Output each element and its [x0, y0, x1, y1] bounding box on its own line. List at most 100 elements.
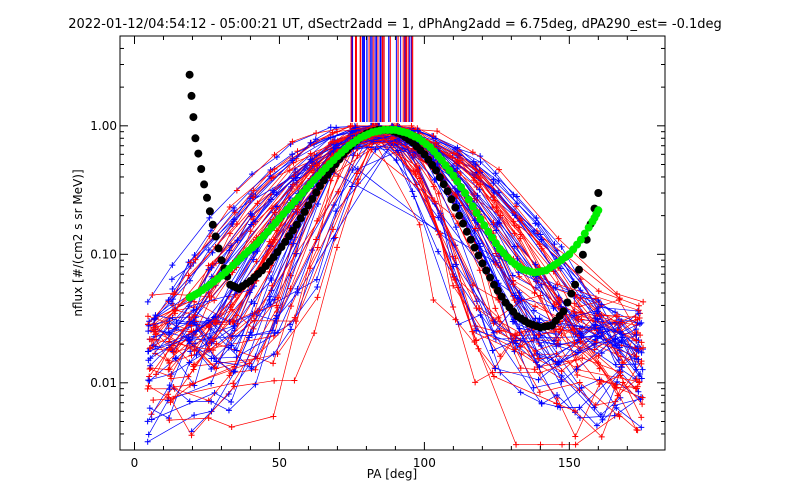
measured-point: [434, 128, 441, 135]
green-fit-point: [449, 171, 458, 180]
y-tick-label: 0.01: [90, 376, 117, 390]
measured-point: [435, 248, 442, 255]
measured-point: [633, 326, 640, 333]
measured-point: [535, 331, 542, 338]
measured-point: [294, 289, 301, 296]
measured-point: [152, 331, 159, 338]
black-fit-point: [185, 70, 194, 79]
measured-point: [409, 188, 416, 195]
measured-point: [273, 191, 280, 198]
measured-point: [473, 327, 480, 334]
measured-point: [490, 180, 497, 187]
measured-point: [146, 336, 153, 343]
measured-point: [450, 274, 457, 281]
measured-point: [494, 208, 501, 215]
measured-point: [490, 318, 497, 325]
measured-point: [210, 347, 217, 354]
black-fit-point: [578, 250, 587, 259]
measured-point: [188, 352, 195, 359]
measured-point: [150, 397, 157, 404]
measured-point: [307, 150, 314, 157]
measured-point: [273, 302, 280, 309]
measured-point: [225, 407, 232, 414]
measured-point: [153, 371, 160, 378]
green-fit-point: [468, 202, 477, 211]
measured-point: [311, 330, 318, 337]
measured-point: [234, 237, 241, 244]
measured-point: [228, 398, 235, 405]
measured-point: [514, 200, 521, 207]
measured-point: [450, 303, 457, 310]
measured-point: [489, 347, 496, 354]
measured-point: [248, 365, 255, 372]
measured-point: [512, 340, 519, 347]
measured-point: [330, 148, 337, 155]
measured-point: [210, 314, 217, 321]
measured-point: [150, 324, 157, 331]
measured-point: [269, 205, 276, 212]
measured-point: [208, 398, 215, 405]
black-fit-point: [571, 280, 580, 289]
measured-point: [510, 218, 517, 225]
measured-point: [314, 284, 321, 291]
measured-point: [530, 307, 537, 314]
measured-point: [173, 324, 180, 331]
measured-point: [335, 173, 342, 180]
measured-point: [307, 139, 314, 146]
measured-point: [208, 365, 215, 372]
measured-point: [313, 276, 320, 283]
measured-point: [231, 322, 238, 329]
measured-point: [226, 204, 233, 211]
chart-title: 2022-01-12/04:54:12 - 05:00:21 UT, dSect…: [68, 17, 722, 32]
black-fit-point: [189, 113, 198, 122]
measured-point: [633, 337, 640, 344]
black-fit-point: [567, 289, 576, 298]
measured-point: [187, 263, 194, 270]
measured-point: [595, 288, 602, 295]
black-fit-point: [451, 203, 460, 212]
y-tick-label: 1.00: [90, 119, 117, 133]
measured-point: [189, 334, 196, 341]
measured-point: [165, 297, 172, 304]
measured-point: [228, 423, 235, 430]
measured-point: [331, 138, 338, 145]
measured-point: [476, 267, 483, 274]
measured-point: [638, 349, 645, 356]
measured-point: [151, 328, 158, 335]
measured-point: [193, 321, 200, 328]
measured-point: [168, 276, 175, 283]
measured-point: [635, 388, 642, 395]
measured-point: [472, 225, 479, 232]
measured-point: [152, 312, 159, 319]
measured-point: [271, 151, 278, 158]
measured-point: [512, 331, 519, 338]
measured-point: [472, 379, 479, 386]
measured-point: [165, 357, 172, 364]
measured-point: [456, 157, 463, 164]
measured-point: [579, 354, 586, 361]
black-fit-point: [563, 298, 572, 307]
measured-point: [287, 272, 294, 279]
measured-point: [144, 298, 151, 305]
measured-point: [633, 376, 640, 383]
measured-point: [550, 305, 557, 312]
measured-point: [633, 331, 640, 338]
black-fit-point: [319, 176, 328, 185]
measured-point: [616, 413, 623, 420]
measured-point: [166, 366, 173, 373]
measured-point: [510, 191, 517, 198]
measured-curve: [168, 125, 620, 361]
measured-point: [518, 350, 525, 357]
measured-point: [146, 365, 153, 372]
measured-point: [450, 282, 457, 289]
measured-point: [492, 170, 499, 177]
measured-point: [430, 183, 437, 190]
measured-point: [416, 221, 423, 228]
measured-point: [491, 197, 498, 204]
measured-curve: [155, 142, 637, 375]
measured-point: [291, 377, 298, 384]
measured-point: [576, 404, 583, 411]
measured-point: [498, 327, 505, 334]
black-fit-point: [300, 207, 309, 216]
green-fit-point: [594, 206, 603, 215]
